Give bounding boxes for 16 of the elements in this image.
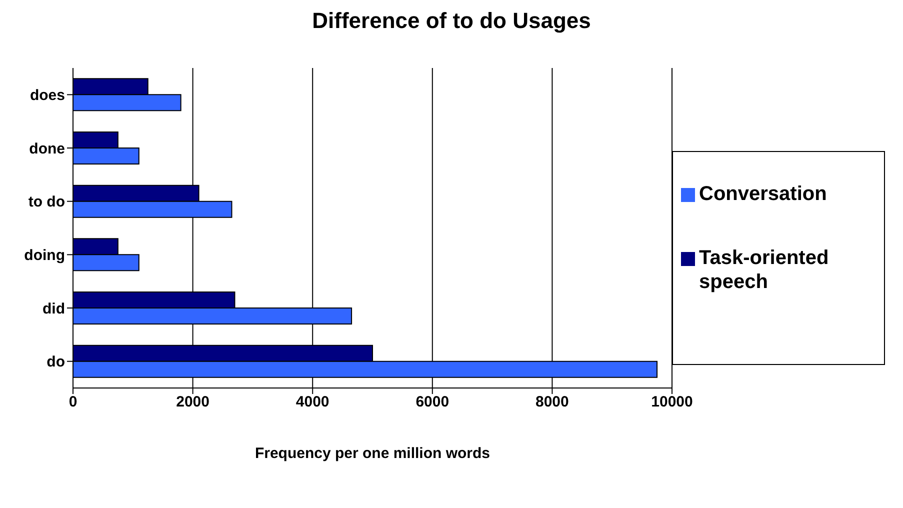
x-tick-label: 6000 (416, 394, 450, 411)
y-tick-label: do (46, 354, 65, 371)
chart-title: Difference of to do Usages (311, 8, 592, 35)
x-tick-label: 10000 (651, 394, 693, 411)
y-tick-label: did (42, 300, 65, 318)
x-axis-title: Frequency per one million words (254, 445, 490, 462)
y-tick-label: done (29, 140, 65, 158)
legend-label: Task-oriented speech (699, 246, 830, 294)
y-tick-label: does (30, 86, 65, 104)
x-tick-label: 0 (68, 394, 78, 411)
x-tick-label: 4000 (296, 394, 330, 411)
x-tick-label: 2000 (176, 394, 210, 411)
y-tick-label: doing (24, 246, 65, 264)
x-tick-label: 8000 (536, 394, 569, 411)
legend-label: Conversation (699, 182, 828, 206)
y-tick-label: to do (28, 194, 65, 211)
